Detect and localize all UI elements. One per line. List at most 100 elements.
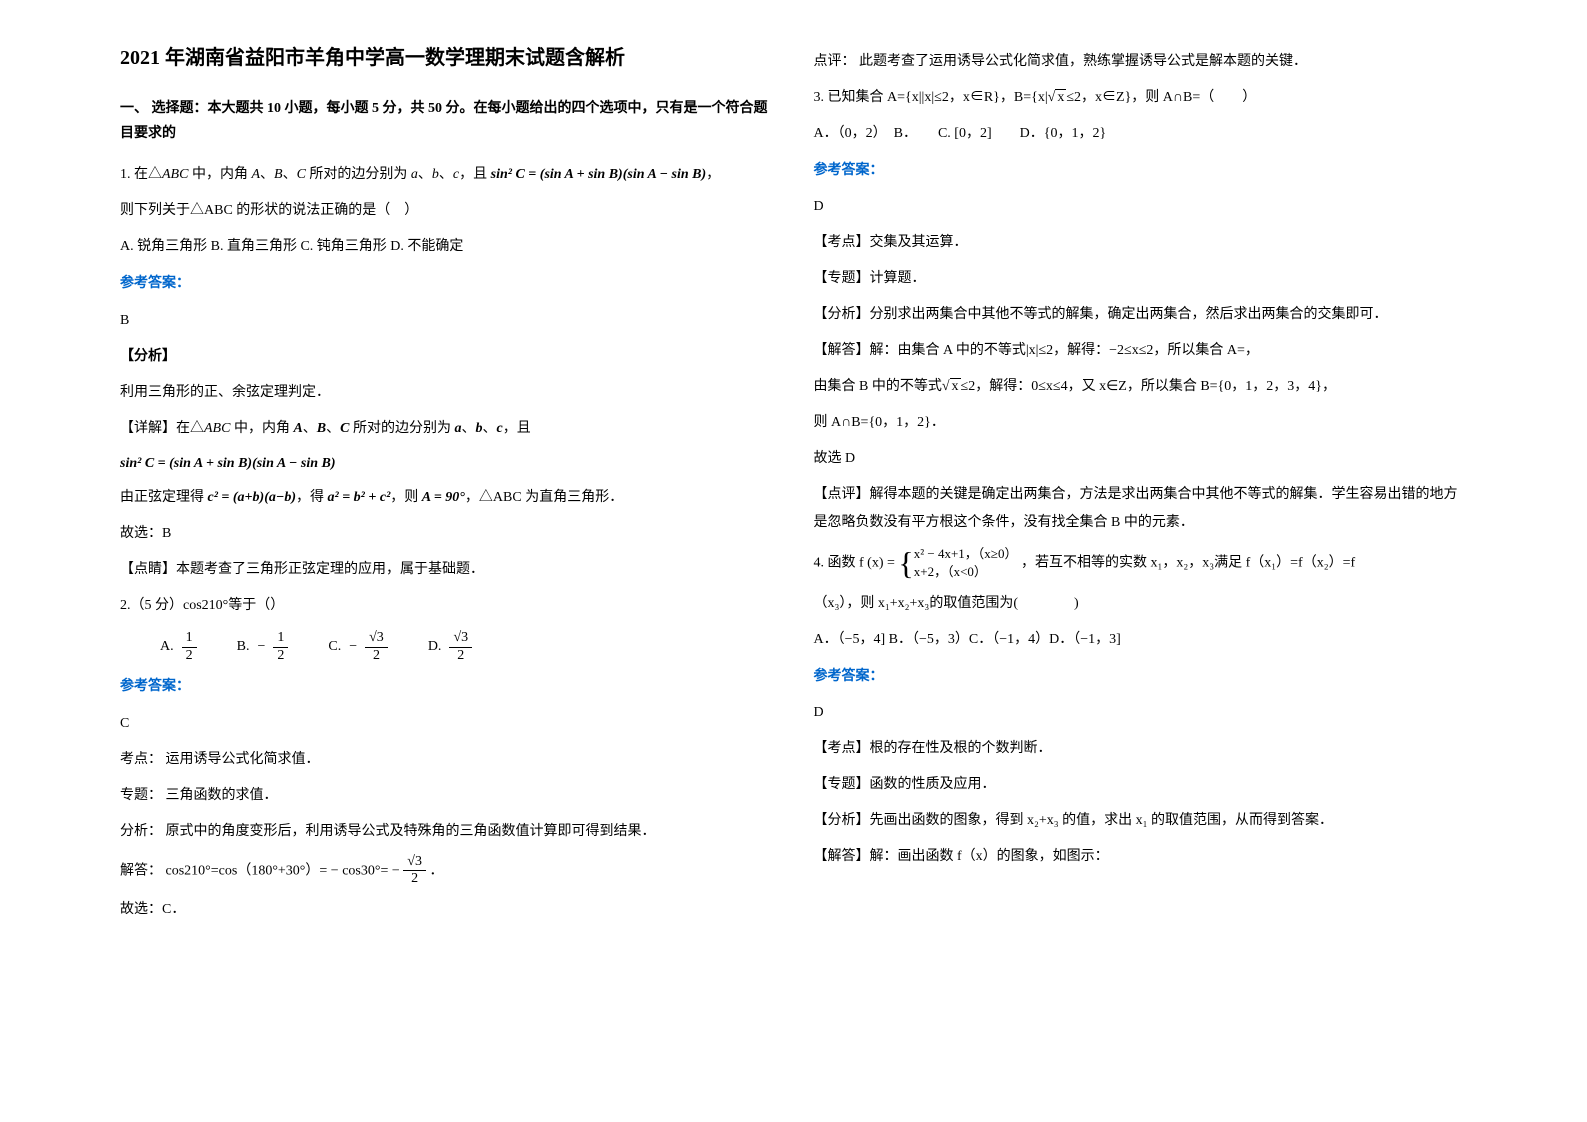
q2-jieda: 解答： cos210°=cos（180°+30°）= − cos30°= − √… [120, 854, 774, 889]
q1s-d: ，△ABC 为直角三角形． [465, 490, 623, 505]
q2-options: A. 12 B. − 12 C. − √32 D. √32 [160, 630, 774, 665]
q3-zhuanti: 【专题】计算题． [814, 265, 1468, 293]
cases: x² − 4x+1，（x≥0） x+2，（x<0） [914, 545, 1018, 581]
q1s-c: ，则 [390, 490, 422, 505]
sqrt-icon-2: x [942, 373, 961, 401]
q2-optB-den: 2 [273, 648, 288, 665]
q1d-b: 所对的边分别为 [349, 421, 454, 436]
right-column: 点评： 此题考查了运用诱导公式化简求值，熟练掌握诱导公式是解本题的关键． 3. … [794, 40, 1488, 1082]
q2-zhuanti: 专题： 三角函数的求值． [120, 782, 774, 810]
q1-comment: 【点睛】本题考查了三角形正弦定理的应用，属于基础题． [120, 556, 774, 584]
q1s-f3: A = 90° [422, 490, 465, 505]
q2-optD-den: 2 [449, 648, 472, 665]
q1d-s4: 、 [482, 421, 496, 436]
q4-case1: x² − 4x+1，（x≥0） [914, 546, 1018, 561]
q3-answer-label: 参考答案： [814, 158, 1468, 183]
q2-optB-num: 1 [273, 630, 288, 648]
q1-therefore: 故选：B [120, 520, 774, 548]
q2-optB-frac: 12 [273, 630, 288, 665]
q1-answer-label: 参考答案： [120, 271, 774, 296]
q1-C: C [297, 167, 306, 182]
q1-formula2: sin² C = (sin A + sin B)(sin A − sin B) [120, 451, 774, 476]
q1-B: B [274, 167, 283, 182]
q2-jieda-frac: √32 [403, 854, 426, 889]
q1d-s2: 、 [326, 421, 340, 436]
q1-analysis: 利用三角形的正、余弦定理判定． [120, 379, 774, 407]
q1-answer: B [120, 307, 774, 335]
q1s-f2: a² = b² + c² [328, 490, 391, 505]
q2-optB-neg: − [257, 634, 265, 659]
brace-icon: { [898, 547, 913, 579]
q2-optA-num: 1 [182, 630, 197, 648]
q3-stem: 3. 已知集合 A={x||x|≤2，x∈R}，B={x| x≤2，x∈Z}，则 … [814, 84, 1468, 112]
q1-analysis-label: 【分析】 [120, 343, 774, 371]
page-title: 2021 年湖南省益阳市羊角中学高一数学理期末试题含解析 [120, 40, 774, 76]
r-dianping: 点评： 此题考查了运用诱导公式化简求值，熟练掌握诱导公式是解本题的关键． [814, 48, 1468, 76]
q1-comma: ， [706, 167, 720, 182]
q2-optA-frac: 12 [182, 630, 197, 665]
left-column: 2021 年湖南省益阳市羊角中学高一数学理期末试题含解析 一、 选择题：本大题共… [100, 40, 794, 1082]
q3-b: ≤2，x∈Z}，则 A∩B=（ ） [1066, 90, 1256, 105]
q1-options: A. 锐角三角形 B. 直角三角形 C. 钝角三角形 D. 不能确定 [120, 233, 774, 261]
q4-answer: D [814, 699, 1468, 727]
q3-jieda2-a: 由集合 B 中的不等式 [814, 379, 942, 394]
q1d-B: B [317, 421, 326, 436]
q1d-s3: 、 [461, 421, 475, 436]
q2-optC-frac: √32 [365, 630, 388, 665]
q3-options: A．（0，2） B． C. [0，2] D．{0，1，2} [814, 120, 1468, 148]
q1-formula: sin² C = (sin A + sin B)(sin A − sin B) [491, 167, 707, 182]
q1s-a: 由正弦定理得 [120, 490, 208, 505]
q1-line2: 则下列关于△ABC 的形状的说法正确的是（ ） [120, 197, 774, 225]
q2-jieda-num: √3 [403, 854, 426, 872]
sqrt-x: x [1055, 89, 1066, 105]
q2-answer: C [120, 710, 774, 738]
q1-stem: 1. 在△ABC 中，内角 A、B、C 所对的边分别为 a、b、c，且 sin²… [120, 161, 774, 189]
q2-optC-num: √3 [365, 630, 388, 648]
q4-stem: 4. 函数 f (x) = { x² − 4x+1，（x≥0） x+2，（x<0… [814, 545, 1468, 581]
q3-jieda1: 【解答】解：由集合 A 中的不等式|x|≤2，解得：−2≤x≤2，所以集合 A=… [814, 337, 1468, 365]
q2-optA-label: A. [160, 634, 174, 659]
q3-therefore: 故选 D [814, 445, 1468, 473]
q2-jieda-b: ． [429, 863, 443, 878]
q1d-s1: 、 [303, 421, 317, 436]
q1-text3: 所对的边分别为 [306, 167, 411, 182]
q2-jieda-a: 解答： cos210°=cos（180°+30°）= − cos30°= − [120, 863, 400, 878]
q1-A: A [251, 167, 260, 182]
q4-fx: f (x) = [859, 556, 895, 571]
q1s-f1: c² = (a+b)(a−b) [208, 490, 297, 505]
q4-answer-label: 参考答案： [814, 664, 1468, 689]
q2-optA-den: 2 [182, 648, 197, 665]
q3-jieda2: 由集合 B 中的不等式x≤2，解得：0≤x≤4，又 x∈Z，所以集合 B={0，… [814, 373, 1468, 401]
q2-fenxi: 分析： 原式中的角度变形后，利用诱导公式及特殊角的三角函数值计算即可得到结果． [120, 818, 774, 846]
q4-zhuanti: 【专题】函数的性质及应用． [814, 771, 1468, 799]
q1-sep4: 、 [439, 167, 453, 182]
q2-optC-neg: − [349, 634, 357, 659]
q2-stem: 2.（5 分）cos210°等于（） [120, 592, 774, 620]
q1-sine: 由正弦定理得 c² = (a+b)(a−b)，得 a² = b² + c²，则 … [120, 484, 774, 512]
sqrt-icon: x [1048, 84, 1067, 112]
q4-fenxi: 【分析】先画出函数的图象，得到 x₂+x₃ 的值，求出 x₁ 的取值范围，从而得… [814, 807, 1468, 835]
q1-text: 1. 在△ [120, 167, 162, 182]
q1-a: a [411, 167, 418, 182]
q2-optB: B. − 12 [237, 630, 289, 665]
q4-a: 4. 函数 [814, 556, 860, 571]
q3-a: 3. 已知集合 A={x||x|≤2，x∈R}，B={x| [814, 90, 1048, 105]
q1-sep2: 、 [283, 167, 297, 182]
q2-answer-label: 参考答案： [120, 674, 774, 699]
q3-fenxi: 【分析】分别求出两集合中其他不等式的解集，确定出两集合，然后求出两集合的交集即可… [814, 301, 1468, 329]
q3-answer: D [814, 193, 1468, 221]
q2-optB-label: B. [237, 634, 250, 659]
q1d-abc: ABC [204, 421, 230, 436]
q1d-A: A [293, 421, 302, 436]
q4-jieda: 【解答】解：画出函数 f（x）的图象，如图示： [814, 843, 1468, 871]
q4-options: A．（−5，4] B．（−5，3）C．（−1，4）D．（−1，3] [814, 626, 1468, 654]
q3-dianping: 【点评】解得本题的关键是确定出两集合，方法是求出两集合中其他不等式的解集．学生容… [814, 481, 1468, 537]
q3-jieda2-b: ≤2，解得：0≤x≤4，又 x∈Z，所以集合 B={0，1，2，3，4}， [961, 379, 1336, 394]
section-heading: 一、 选择题：本大题共 10 小题，每小题 5 分，共 50 分。在每小题给出的… [120, 96, 774, 146]
q2-kaodian: 考点： 运用诱导公式化简求值． [120, 746, 774, 774]
q2-optA: A. 12 [160, 630, 197, 665]
q4-case2: x+2，（x<0） [914, 564, 987, 579]
piecewise: { x² − 4x+1，（x≥0） x+2，（x<0） [898, 545, 1017, 581]
q1-sep1: 、 [260, 167, 274, 182]
q2-optC-label: C. [328, 634, 341, 659]
